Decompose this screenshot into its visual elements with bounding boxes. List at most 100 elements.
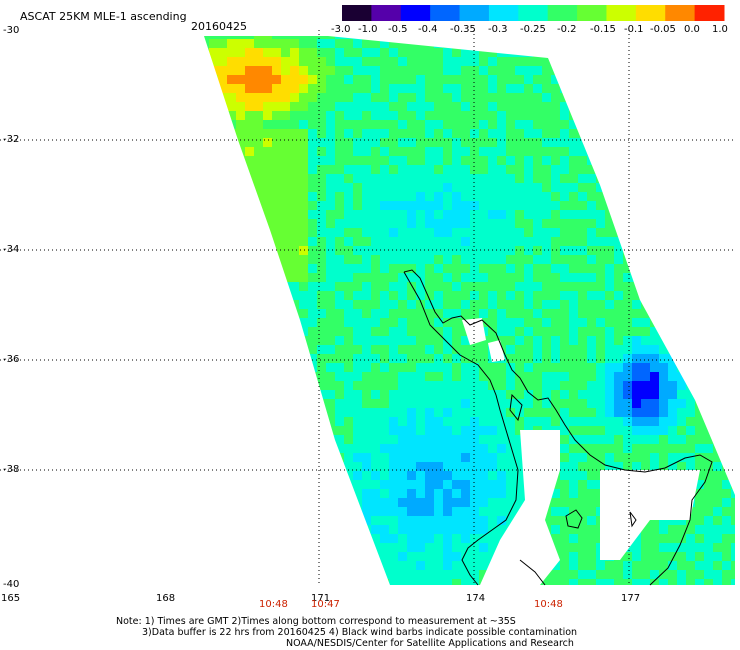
swath-cell [209, 453, 218, 462]
swath-cell [452, 111, 461, 120]
swath-cell [290, 417, 299, 426]
swath-cell [497, 84, 506, 93]
swath-cell [308, 336, 317, 345]
swath-cell [596, 282, 605, 291]
swath-cell [317, 336, 326, 345]
swath-cell [542, 579, 551, 585]
swath-cell [623, 417, 632, 426]
swath-cell [614, 282, 623, 291]
swath-cell [299, 93, 308, 102]
swath-cell [632, 345, 641, 354]
swath-cell [488, 156, 497, 165]
swath-cell [551, 300, 560, 309]
swath-cell [668, 165, 677, 174]
swath-cell [290, 453, 299, 462]
swath-cell [659, 291, 668, 300]
swath-cell [335, 570, 344, 579]
swath-cell [713, 57, 722, 66]
swath-cell [371, 525, 380, 534]
swath-cell [344, 165, 353, 174]
swath-cell [380, 291, 389, 300]
swath-cell [488, 480, 497, 489]
swath-cell [524, 111, 533, 120]
swath-cell [335, 372, 344, 381]
swath-cell [722, 561, 731, 570]
swath-cell [245, 561, 254, 570]
swath-cell [506, 309, 515, 318]
swath-cell [569, 336, 578, 345]
swath-cell [236, 570, 245, 579]
swath-cell [452, 471, 461, 480]
swath-cell [407, 372, 416, 381]
swath-cell [515, 498, 524, 507]
swath-cell [326, 489, 335, 498]
swath-cell [290, 336, 299, 345]
swath-cell [587, 462, 596, 471]
swath-cell [317, 354, 326, 363]
swath-cell [659, 300, 668, 309]
swath-cell [326, 399, 335, 408]
swath-cell [407, 327, 416, 336]
swath-cell [344, 57, 353, 66]
swath-cell [713, 48, 722, 57]
swath-cell [281, 138, 290, 147]
swath-cell [695, 282, 704, 291]
swath-cell [488, 210, 497, 219]
swath-cell [425, 390, 434, 399]
swath-cell [353, 471, 362, 480]
swath-cell [695, 237, 704, 246]
swath-cell [722, 525, 731, 534]
swath-cell [344, 561, 353, 570]
swath-cell [560, 399, 569, 408]
swath-cell [308, 534, 317, 543]
swath-cell [317, 408, 326, 417]
swath-cell [560, 282, 569, 291]
swath-cell [641, 552, 650, 561]
note-line-1: Note: 1) Times are GMT 2)Times along bot… [116, 616, 516, 627]
swath-cell [218, 579, 227, 585]
swath-cell [659, 282, 668, 291]
lat-label: -34 [3, 244, 20, 255]
swath-cell [695, 354, 704, 363]
swath-cell [218, 201, 227, 210]
swath-cell [452, 417, 461, 426]
swath-cell [596, 201, 605, 210]
swath-cell [290, 534, 299, 543]
swath-cell [722, 507, 731, 516]
swath-cell [641, 417, 650, 426]
swath-cell [353, 444, 362, 453]
swath-cell [488, 39, 497, 48]
swath-cell [641, 129, 650, 138]
swath-cell [443, 417, 452, 426]
swath-cell [272, 417, 281, 426]
swath-cell [398, 210, 407, 219]
swath-cell [290, 291, 299, 300]
swath-cell [677, 282, 686, 291]
swath-cell [668, 363, 677, 372]
swath-cell [263, 147, 272, 156]
swath-cell [371, 255, 380, 264]
swath-cell [204, 525, 209, 534]
swath-cell [371, 300, 380, 309]
swath-cell [479, 174, 488, 183]
swath-cell [704, 255, 713, 264]
swath-cell [722, 543, 731, 552]
swath-cell [686, 309, 695, 318]
swath-cell [497, 138, 506, 147]
swath-cell [290, 444, 299, 453]
swath-cell [686, 210, 695, 219]
swath-cell [452, 192, 461, 201]
swath-cell [434, 534, 443, 543]
swath-cell [569, 174, 578, 183]
swath-cell [650, 138, 659, 147]
swath-cell [560, 102, 569, 111]
swath-cell [713, 300, 722, 309]
swath-cell [686, 84, 695, 93]
swath-cell [533, 174, 542, 183]
swath-cell [632, 219, 641, 228]
swath-cell [434, 336, 443, 345]
swath-cell [398, 525, 407, 534]
swath-cell [380, 363, 389, 372]
swath-cell [281, 165, 290, 174]
swath-cell [659, 579, 668, 585]
